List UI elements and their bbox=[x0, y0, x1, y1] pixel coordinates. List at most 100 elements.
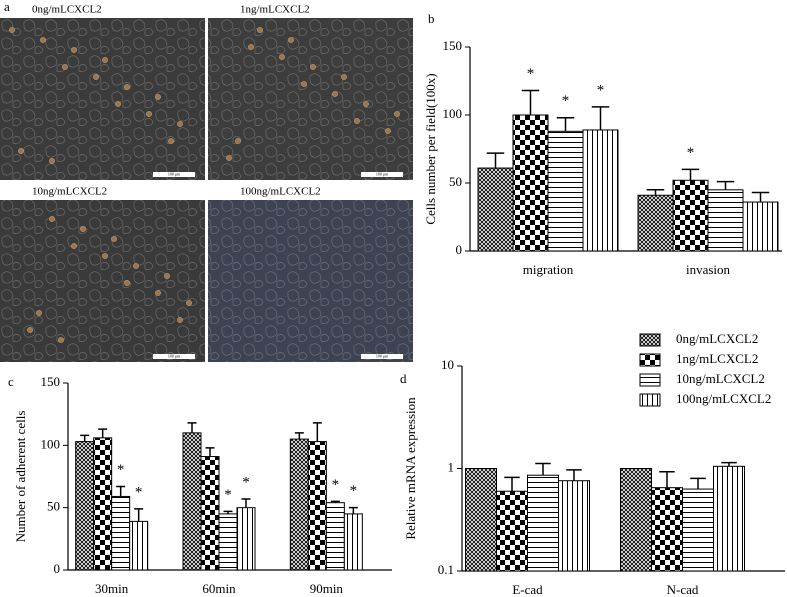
significance-star: * bbox=[687, 145, 695, 161]
significance-star: * bbox=[597, 82, 605, 98]
y-tick-label: 50 bbox=[47, 499, 60, 514]
error-bar bbox=[312, 422, 322, 442]
bar bbox=[558, 480, 590, 572]
rounded-cell bbox=[177, 121, 183, 127]
error-bar bbox=[187, 422, 197, 433]
error-bar bbox=[80, 434, 90, 442]
legend-swatch bbox=[639, 393, 661, 407]
rounded-cell bbox=[133, 263, 139, 269]
rounded-cell bbox=[124, 280, 130, 286]
x-tick-label: invasion bbox=[686, 262, 731, 277]
bar bbox=[218, 513, 238, 571]
y-tick-label: 100 bbox=[443, 106, 463, 121]
error-bar bbox=[134, 508, 144, 522]
significance-star: * bbox=[224, 487, 232, 503]
error-bar bbox=[591, 106, 610, 130]
rounded-cell bbox=[155, 94, 161, 100]
x-tick-label: 30min bbox=[95, 581, 129, 596]
x-tick-label: E-cad bbox=[512, 582, 543, 597]
rounded-cell bbox=[124, 84, 130, 90]
rounded-cell bbox=[164, 273, 170, 279]
y-axis-label: Relative mRNA expression bbox=[403, 397, 418, 540]
rounded-cell bbox=[363, 101, 369, 107]
bar bbox=[465, 468, 497, 572]
y-tick-label: 50 bbox=[449, 174, 462, 189]
bar bbox=[182, 432, 202, 571]
x-tick-label: 90min bbox=[310, 581, 344, 596]
y-axis-label: Cells number per field(100x) bbox=[423, 73, 438, 224]
rounded-cell bbox=[102, 57, 108, 63]
panel-label: b bbox=[428, 11, 435, 26]
scale-bar-label: 100 μm bbox=[376, 353, 389, 358]
rounded-cell bbox=[301, 81, 307, 87]
rounded-cell bbox=[310, 64, 316, 70]
bar bbox=[742, 201, 779, 252]
scale-bar bbox=[361, 354, 403, 359]
rounded-cell bbox=[40, 37, 46, 43]
error-bar bbox=[205, 447, 215, 457]
image-label: 100ng/mLCXCL2 bbox=[240, 186, 321, 198]
x-tick-label: N-cad bbox=[667, 582, 699, 597]
error-bar bbox=[294, 432, 304, 440]
scale-bar-label: 100 μm bbox=[168, 353, 181, 358]
panel-label: a bbox=[4, 0, 10, 14]
error-bar bbox=[330, 500, 340, 503]
y-tick-label: 10 bbox=[441, 357, 454, 372]
legend-label: 100ng/mLCXCL2 bbox=[676, 391, 771, 406]
rounded-cell bbox=[111, 236, 117, 242]
panel-label: c bbox=[8, 374, 14, 389]
error-bar bbox=[98, 428, 108, 438]
rounded-cell bbox=[257, 27, 263, 33]
x-tick-label: 60min bbox=[202, 581, 236, 596]
rounded-cell bbox=[168, 138, 174, 144]
significance-star: * bbox=[332, 477, 340, 493]
rounded-cell bbox=[394, 111, 400, 117]
y-tick-label: 0.1 bbox=[438, 562, 454, 577]
significance-star: * bbox=[562, 93, 570, 109]
bar bbox=[307, 441, 327, 571]
rounded-cell bbox=[27, 327, 33, 333]
rounded-cell bbox=[226, 155, 232, 161]
bar bbox=[713, 465, 745, 572]
rounded-cell bbox=[385, 128, 391, 134]
rounded-cell bbox=[332, 91, 338, 97]
significance-star: * bbox=[242, 474, 250, 490]
significance-star: * bbox=[527, 66, 535, 82]
micrograph-texture bbox=[208, 18, 413, 180]
rounded-cell bbox=[279, 54, 285, 60]
legend-label: 0ng/mLCXCL2 bbox=[676, 331, 758, 346]
rounded-cell bbox=[62, 64, 68, 70]
legend-swatch bbox=[639, 373, 661, 387]
rounded-cell bbox=[49, 158, 55, 164]
bar bbox=[707, 189, 744, 252]
error-bar bbox=[681, 168, 700, 181]
image-label: 10ng/mLCXCL2 bbox=[32, 186, 107, 198]
error-bar bbox=[690, 477, 706, 490]
rounded-cell bbox=[93, 74, 99, 80]
error-bar bbox=[535, 462, 551, 476]
bar bbox=[129, 520, 149, 571]
rounded-cell bbox=[58, 337, 64, 343]
rounded-cell bbox=[80, 226, 86, 232]
legend-label: 10ng/mLCXCL2 bbox=[676, 371, 765, 386]
rounded-cell bbox=[49, 216, 55, 222]
y-tick-label: 150 bbox=[41, 374, 61, 389]
error-bar bbox=[241, 498, 251, 508]
bar bbox=[289, 438, 309, 571]
bar bbox=[477, 167, 514, 252]
y-tick-label: 0 bbox=[54, 561, 61, 576]
rounded-cell bbox=[36, 310, 42, 316]
error-bar bbox=[751, 191, 770, 203]
legend-swatch bbox=[639, 353, 661, 367]
significance-star: * bbox=[350, 483, 358, 499]
y-tick-label: 150 bbox=[443, 38, 463, 53]
bar bbox=[236, 507, 256, 571]
rounded-cell bbox=[354, 118, 360, 124]
error-bar bbox=[659, 470, 675, 488]
bar bbox=[496, 490, 528, 572]
y-axis-label: Number of adherent cells bbox=[13, 411, 28, 543]
error-bar bbox=[721, 461, 737, 467]
bar bbox=[651, 487, 683, 572]
panel-label: d bbox=[400, 371, 407, 386]
scale-bar bbox=[153, 172, 195, 177]
